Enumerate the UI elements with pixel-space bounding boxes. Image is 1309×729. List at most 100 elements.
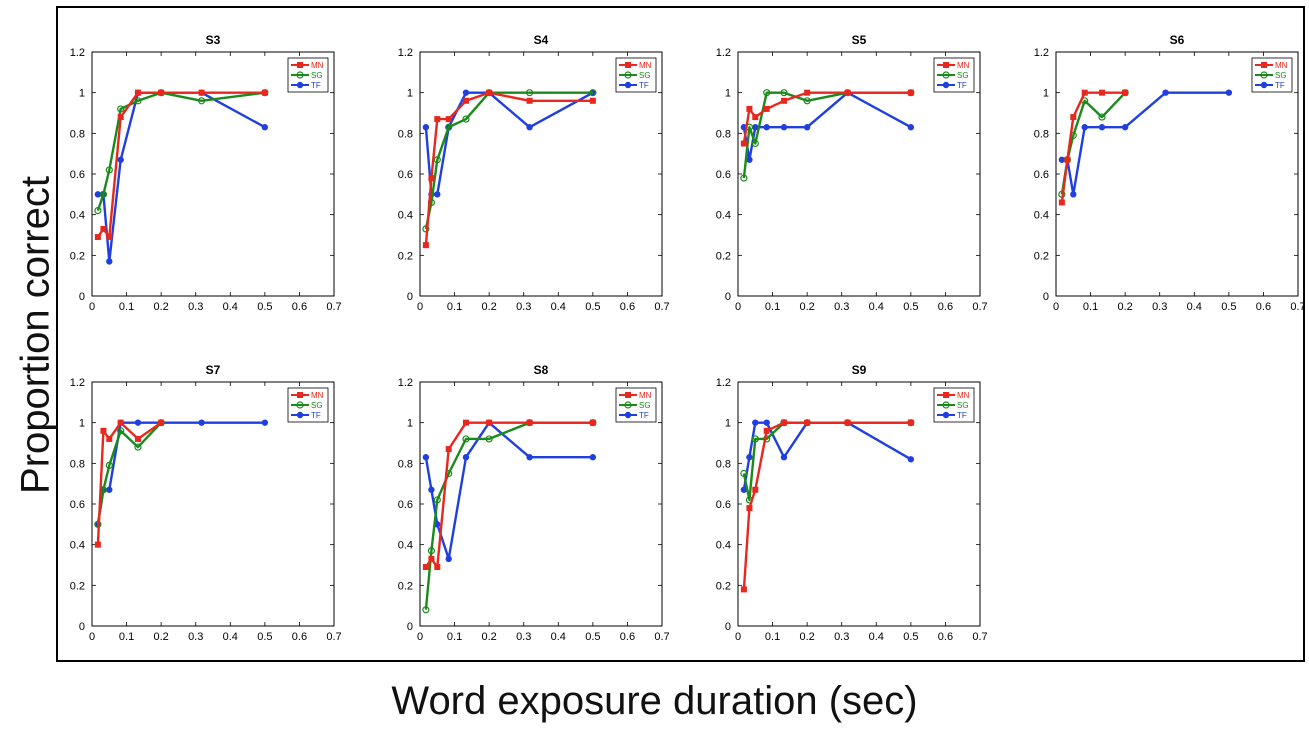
x-tick-label: 0 (735, 301, 741, 313)
x-tick-label: 0.6 (620, 301, 635, 313)
data-point-mn (445, 116, 452, 123)
x-tick-label: 0.1 (447, 301, 462, 313)
y-tick-label: 1 (1043, 88, 1049, 100)
x-tick-label: 0.4 (223, 631, 238, 643)
x-tick-label: 0.2 (153, 301, 168, 313)
x-tick-label: 0.1 (119, 631, 134, 643)
x-tick-label: 0.3 (188, 301, 203, 313)
legend-marker-mn (625, 62, 631, 68)
x-tick-label: 0.2 (1117, 301, 1132, 313)
series-mn (422, 419, 596, 571)
data-point-tf (462, 89, 470, 96)
legend-marker-sg (624, 401, 632, 409)
series-mn (1058, 89, 1129, 206)
data-point-sg (525, 89, 534, 97)
y-tick-label: 1.2 (70, 47, 85, 59)
data-point-tf (746, 156, 753, 163)
x-tick-label: 0.7 (1290, 301, 1305, 313)
data-point-tf (526, 124, 533, 131)
data-point-mn (1122, 89, 1129, 96)
data-point-mn (763, 427, 770, 434)
subplot-s4: S4 0 0.1 0.2 0.3 0.4 0.5 0.6 0.7 0 0.2 0.4 0.6 0.8 1 1.… (398, 33, 670, 313)
y-tick-label: 0.6 (70, 499, 85, 511)
data-point-sg (94, 207, 102, 215)
x-tick-label: 0.3 (834, 631, 849, 643)
x-tick-label: 0.1 (765, 301, 780, 313)
y-tick-label: 0.8 (398, 458, 413, 470)
x-tick-label: 0.7 (654, 631, 669, 643)
data-point-tf (740, 486, 748, 493)
legend-label-tf: TF (1275, 81, 1285, 90)
legend-marker-mn (1261, 62, 1267, 68)
legend-marker-tf (942, 81, 950, 89)
legend-marker-tf (624, 81, 632, 89)
x-tick-label: 0.4 (223, 301, 238, 313)
data-point-tf (1162, 89, 1169, 96)
data-point-mn (434, 564, 441, 571)
subplot-title: S7 (206, 363, 221, 377)
data-point-tf (94, 191, 102, 198)
data-point-mn (740, 586, 747, 593)
x-tick-label: 0.6 (938, 301, 953, 313)
x-tick-label: 0.1 (447, 631, 462, 643)
legend-marker-tf (1260, 81, 1268, 89)
legend-marker-sg (296, 401, 304, 409)
data-point-sg (1098, 113, 1106, 121)
legend-label-tf: TF (957, 81, 967, 90)
data-point-mn (134, 89, 141, 96)
data-point-tf (752, 124, 759, 131)
figure-frame (56, 6, 1305, 662)
x-tick-label: 0 (417, 301, 423, 313)
x-tick-label: 0.4 (551, 631, 566, 643)
legend-label-sg: SG (639, 71, 651, 80)
data-point-sg (751, 435, 759, 443)
y-tick-label: 0.2 (398, 250, 413, 262)
y-tick-label: 0.8 (716, 128, 731, 140)
y-tick-label: 0.4 (716, 540, 731, 552)
data-point-mn (752, 486, 759, 493)
legend-marker-mn (297, 62, 303, 68)
data-point-mn (158, 89, 165, 96)
data-point-sg (462, 115, 470, 123)
data-point-mn (117, 419, 124, 426)
x-tick-label: 0 (417, 631, 423, 643)
x-tick-label: 0 (735, 631, 741, 643)
legend-label-sg: SG (1275, 71, 1287, 80)
y-tick-label: 1 (407, 88, 413, 100)
y-tick-label: 0.2 (70, 580, 85, 592)
data-point-tf (746, 454, 753, 461)
y-tick-label: 0.8 (716, 458, 731, 470)
y-tick-label: 0.4 (70, 210, 85, 222)
x-tick-label: 0.5 (585, 301, 600, 313)
x-tick-label: 0.6 (620, 631, 635, 643)
data-point-sg (117, 105, 125, 113)
legend-label-sg: SG (639, 401, 651, 410)
y-tick-label: 0 (725, 621, 731, 633)
data-point-tf (907, 124, 915, 131)
data-point-mn (804, 89, 811, 96)
data-point-sg (780, 89, 788, 97)
y-tick-label: 0 (79, 621, 85, 633)
legend-label-tf: TF (957, 411, 967, 420)
x-tick-label: 0.4 (869, 631, 884, 643)
x-tick-label: 0.3 (1152, 301, 1167, 313)
x-tick-label: 0.3 (516, 301, 531, 313)
data-point-tf (752, 419, 759, 426)
legend-label-mn: MN (639, 61, 652, 70)
data-point-mn (158, 419, 165, 426)
y-tick-label: 1.2 (716, 377, 731, 389)
data-point-mn (780, 97, 787, 104)
data-point-mn (844, 89, 851, 96)
data-point-tf (428, 486, 435, 493)
legend-label-mn: MN (957, 391, 970, 400)
data-point-mn (100, 427, 107, 434)
figure-x-axis-label: Word exposure duration (sec) (391, 679, 918, 723)
legend-label-sg: SG (957, 71, 969, 80)
y-tick-label: 0.6 (1034, 169, 1049, 181)
legend-label-mn: MN (311, 61, 324, 70)
data-point-tf (261, 419, 269, 426)
y-tick-label: 0 (79, 291, 85, 303)
data-point-mn (804, 419, 811, 426)
